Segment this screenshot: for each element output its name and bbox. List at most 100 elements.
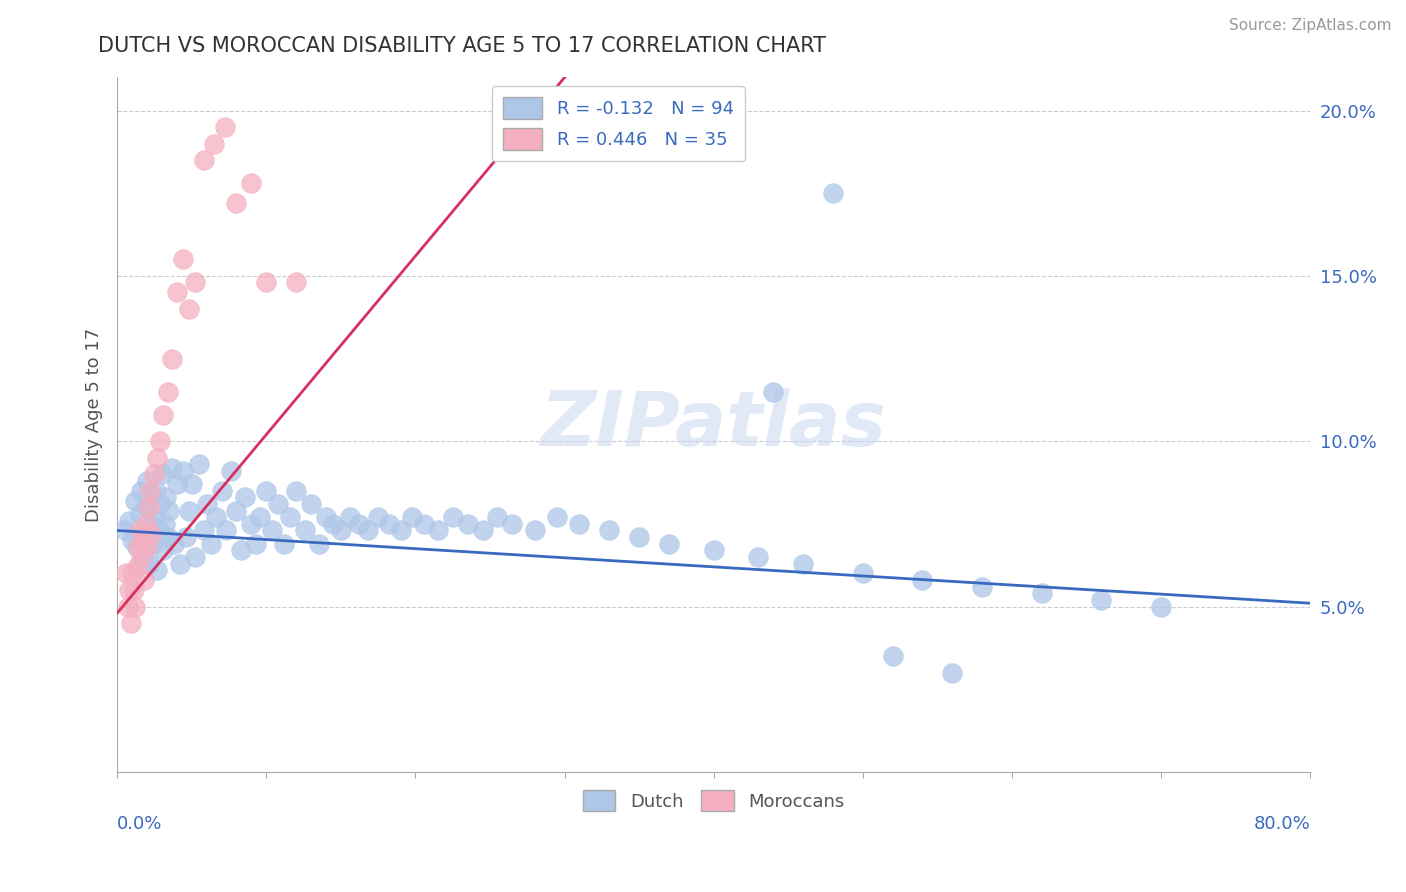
Point bbox=[882, 649, 904, 664]
Point bbox=[148, 524, 170, 538]
Text: 80.0%: 80.0% bbox=[1254, 815, 1310, 833]
Point bbox=[141, 526, 163, 541]
Point bbox=[249, 510, 271, 524]
Point bbox=[127, 540, 149, 554]
Y-axis label: Disability Age 5 to 17: Disability Age 5 to 17 bbox=[86, 327, 103, 522]
Point bbox=[357, 524, 380, 538]
Point bbox=[821, 186, 844, 201]
Point bbox=[136, 474, 159, 488]
Point bbox=[339, 510, 361, 524]
Point bbox=[273, 537, 295, 551]
Point bbox=[204, 510, 226, 524]
Point bbox=[125, 540, 148, 554]
Point bbox=[138, 557, 160, 571]
Point bbox=[1150, 599, 1173, 614]
Point bbox=[121, 533, 143, 548]
Legend: Dutch, Moroccans: Dutch, Moroccans bbox=[575, 783, 852, 818]
Point bbox=[166, 477, 188, 491]
Point bbox=[285, 276, 308, 290]
Point bbox=[135, 500, 157, 515]
Point bbox=[157, 503, 180, 517]
Point bbox=[162, 460, 184, 475]
Point bbox=[214, 120, 236, 134]
Point bbox=[169, 557, 191, 571]
Point bbox=[172, 464, 194, 478]
Text: 0.0%: 0.0% bbox=[117, 815, 163, 833]
Point bbox=[117, 599, 139, 614]
Point bbox=[125, 559, 148, 574]
Point bbox=[143, 510, 166, 524]
Point bbox=[308, 537, 330, 551]
Point bbox=[166, 285, 188, 300]
Point bbox=[193, 153, 215, 167]
Point bbox=[329, 524, 352, 538]
Point bbox=[135, 516, 157, 531]
Point bbox=[568, 516, 591, 531]
Point bbox=[245, 537, 267, 551]
Point bbox=[457, 516, 479, 531]
Point bbox=[254, 276, 277, 290]
Point bbox=[486, 510, 509, 524]
Point bbox=[193, 524, 215, 538]
Point bbox=[285, 483, 308, 498]
Point bbox=[172, 252, 194, 267]
Text: ZIPatlas: ZIPatlas bbox=[541, 388, 887, 462]
Point bbox=[225, 503, 247, 517]
Point bbox=[184, 549, 207, 564]
Point bbox=[401, 510, 423, 524]
Point bbox=[131, 549, 153, 564]
Point bbox=[132, 573, 155, 587]
Point bbox=[546, 510, 568, 524]
Point bbox=[747, 549, 769, 564]
Text: Source: ZipAtlas.com: Source: ZipAtlas.com bbox=[1229, 18, 1392, 33]
Point bbox=[156, 384, 179, 399]
Point bbox=[254, 483, 277, 498]
Point bbox=[762, 384, 785, 399]
Point bbox=[294, 524, 316, 538]
Point bbox=[1031, 586, 1053, 600]
Point bbox=[658, 537, 681, 551]
Point bbox=[142, 537, 165, 551]
Point bbox=[153, 516, 176, 531]
Point bbox=[162, 351, 184, 366]
Point bbox=[278, 510, 301, 524]
Point bbox=[163, 537, 186, 551]
Point bbox=[523, 524, 546, 538]
Point bbox=[703, 543, 725, 558]
Point bbox=[315, 510, 337, 524]
Point bbox=[124, 493, 146, 508]
Point bbox=[426, 524, 449, 538]
Point bbox=[441, 510, 464, 524]
Point bbox=[911, 573, 934, 587]
Point bbox=[149, 497, 172, 511]
Point bbox=[219, 464, 242, 478]
Point bbox=[177, 503, 200, 517]
Point bbox=[152, 408, 174, 422]
Point bbox=[120, 616, 142, 631]
Point bbox=[146, 563, 169, 577]
Point bbox=[124, 599, 146, 614]
Point bbox=[628, 530, 651, 544]
Point bbox=[177, 301, 200, 316]
Point bbox=[136, 540, 159, 554]
Point bbox=[413, 516, 436, 531]
Point bbox=[155, 491, 177, 505]
Point bbox=[180, 477, 202, 491]
Point bbox=[941, 665, 963, 680]
Point bbox=[139, 516, 162, 531]
Point bbox=[1090, 593, 1112, 607]
Point bbox=[347, 516, 370, 531]
Point bbox=[118, 582, 141, 597]
Point bbox=[145, 483, 167, 498]
Point bbox=[139, 483, 162, 498]
Point bbox=[240, 176, 263, 190]
Point bbox=[202, 136, 225, 151]
Point bbox=[174, 530, 197, 544]
Point bbox=[235, 491, 257, 505]
Point bbox=[299, 497, 322, 511]
Point bbox=[143, 467, 166, 482]
Point bbox=[200, 537, 222, 551]
Point bbox=[122, 582, 145, 597]
Point bbox=[131, 533, 153, 548]
Point bbox=[156, 530, 179, 544]
